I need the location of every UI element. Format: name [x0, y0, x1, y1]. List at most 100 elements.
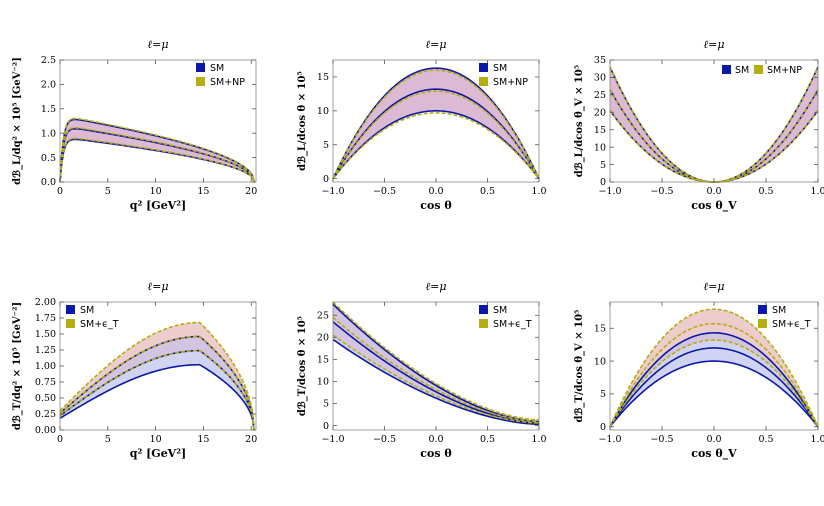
chart-title: ℓ=μ [426, 280, 447, 293]
legend-swatch-1 [196, 63, 205, 72]
x-tick-label: −1.0 [321, 186, 344, 197]
legend-swatch-1 [66, 305, 75, 314]
y-tick-label: 10 [594, 356, 606, 367]
chart-title: ℓ=μ [704, 280, 725, 293]
sm-band [60, 336, 255, 430]
legend: SM SM+NP [722, 65, 802, 76]
x-tick-label: 0.5 [480, 434, 495, 445]
legend-label-2: SM+ϵ_T [493, 319, 532, 330]
np-curve-2 [59, 335, 255, 431]
x-tick-label: 0.5 [758, 186, 773, 197]
y-tick-label: 0.25 [35, 409, 56, 420]
sm-curve-3 [609, 332, 819, 428]
x-tick-label: 0 [57, 186, 63, 197]
legend-label-2: SM+ϵ_T [80, 319, 119, 330]
np-curve-2 [59, 127, 255, 183]
np-curve-1 [609, 339, 819, 428]
x-axis-label: cos θ [420, 447, 451, 460]
x-tick-label: −1.0 [598, 186, 621, 197]
sm-curve-1 [332, 338, 540, 426]
y-tick-label: 5 [600, 160, 606, 171]
legend-label-1: SM [210, 63, 224, 74]
np-curve-2 [609, 89, 819, 183]
np-curve-1 [332, 112, 540, 180]
legend-label-1: SM [772, 305, 786, 316]
chart-title: ℓ=μ [148, 280, 169, 293]
x-tick-label: 0.0 [428, 434, 443, 445]
legend-swatch-2 [66, 319, 75, 328]
np-curve-2 [332, 316, 540, 423]
y-tick-label: 0.00 [35, 425, 56, 436]
sm-curve-1 [332, 110, 540, 180]
y-tick-label: 2.0 [41, 80, 56, 91]
chart-panel-5: ℓ=μ −1.0 −0.5 0.0 0.5 1.0 0 5 10 15 20 25 cos θ dℬ_T/… [296, 280, 547, 460]
legend: SM SM+ϵ_T [479, 305, 532, 330]
y-tick-label: 5 [323, 140, 329, 151]
y-axis-label: dℬ_T/dcos θ_V × 10⁵ [573, 310, 585, 423]
x-tick-label: 1.0 [531, 186, 546, 197]
x-axis-label: q² [GeV²] [130, 199, 187, 212]
x-tick-label: 20 [245, 186, 257, 197]
y-tick-label: 10 [317, 106, 329, 117]
y-tick-label: 0.0 [41, 177, 56, 188]
y-tick-label: 35 [594, 55, 606, 66]
legend-swatch-1 [479, 305, 488, 314]
plot-frame [59, 59, 257, 183]
y-tick-label: 25 [594, 90, 606, 101]
legend-swatch-2 [758, 319, 767, 328]
x-tick-label: 20 [245, 434, 257, 445]
y-tick-label: 2.5 [41, 55, 56, 66]
legend-swatch-1 [479, 63, 488, 72]
chart-panel-4: ℓ=μ 0 5 10 15 20 0.00 0.25 0.50 0.75 1.00 1.25 1.50 1… [11, 280, 257, 460]
x-tick-label: 1.0 [810, 186, 824, 197]
legend-label-2: SM+NP [210, 77, 245, 88]
np-curve-3 [332, 301, 540, 421]
y-axis-label: dℬ_L/dq² × 10⁵ [GeV⁻²] [11, 57, 23, 185]
y-tick-label: 5 [323, 399, 329, 410]
y-tick-label: 1.75 [35, 313, 56, 324]
x-tick-label: 10 [150, 434, 162, 445]
x-axis-label: cos θ_V [691, 447, 737, 461]
chart-title: ℓ=μ [704, 38, 725, 51]
sm-curve-1 [609, 110, 819, 183]
x-tick-label: 1.0 [810, 434, 824, 445]
y-tick-label: 20 [317, 333, 329, 344]
sm-curve-1 [609, 360, 819, 428]
legend-label-2: SM+NP [493, 77, 528, 88]
legend-label-1: SM [735, 65, 749, 76]
legend-swatch-2 [754, 65, 763, 74]
y-tick-label: 15 [594, 323, 606, 334]
y-axis-label: dℬ_T/dcos θ × 10⁵ [296, 316, 308, 416]
x-tick-label: 0 [57, 434, 63, 445]
sm-band [60, 119, 255, 182]
y-tick-label: 0 [323, 421, 329, 432]
x-tick-label: 0.0 [706, 434, 721, 445]
x-tick-label: −0.5 [373, 186, 396, 197]
y-tick-label: 1.00 [35, 361, 56, 372]
y-tick-label: 0 [600, 177, 606, 188]
x-tick-label: −0.5 [650, 434, 673, 445]
y-tick-label: 0.50 [35, 393, 56, 404]
legend: SM SM+ϵ_T [66, 305, 119, 330]
np-curve-1 [332, 334, 540, 424]
y-tick-label: 30 [594, 73, 606, 84]
y-tick-label: 0.75 [35, 377, 56, 388]
legend-label-1: SM [80, 305, 94, 316]
y-tick-label: 15 [317, 72, 329, 83]
y-tick-label: 1.5 [41, 104, 56, 115]
x-tick-label: 0.5 [480, 186, 495, 197]
legend-swatch-2 [479, 319, 488, 328]
x-tick-label: 1.0 [531, 434, 546, 445]
legend: SM SM+ϵ_T [758, 305, 811, 330]
x-tick-label: 5 [105, 186, 111, 197]
sm-curve-2 [609, 347, 819, 428]
np-curve-3 [609, 308, 819, 428]
y-tick-label: 1.25 [35, 345, 56, 356]
x-axis-label: cos θ_V [691, 199, 737, 213]
legend-swatch-2 [479, 77, 488, 86]
y-tick-label: 5 [600, 389, 606, 400]
np-curve-3 [59, 117, 255, 183]
y-axis-label: dℬ_L/dcos θ × 10⁵ [296, 71, 308, 171]
np-curve-3 [59, 321, 255, 431]
